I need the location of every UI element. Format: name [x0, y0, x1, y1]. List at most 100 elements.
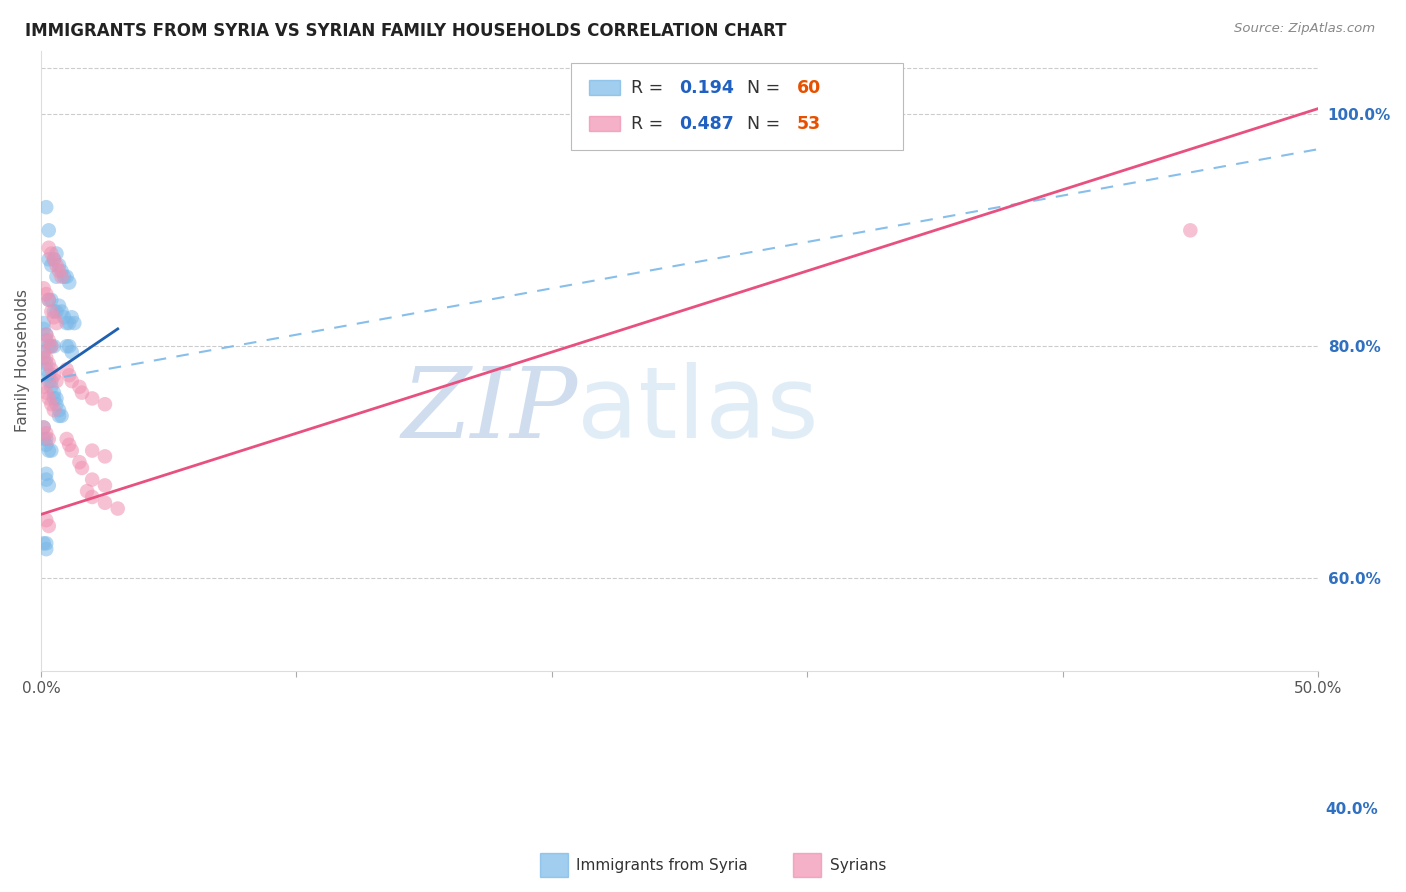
Point [35, 536, 58, 550]
Point [76, 484, 98, 499]
Point [35, 513, 58, 527]
Point [42, 339, 65, 353]
Point [32, 345, 55, 359]
Point [82, 490, 104, 504]
Text: IMMIGRANTS FROM SYRIA VS SYRIAN FAMILY HOUSEHOLDS CORRELATION CHART: IMMIGRANTS FROM SYRIA VS SYRIAN FAMILY H… [25, 22, 787, 40]
Text: Immigrants from Syria: Immigrants from Syria [576, 858, 748, 872]
Point [60, 310, 83, 325]
Point [35, 542, 58, 557]
Point [94, 478, 117, 492]
Point [35, 200, 58, 214]
Point [35, 426, 58, 441]
Point [53, 310, 76, 325]
Point [58, 368, 80, 383]
Point [38, 293, 60, 307]
Point [82, 443, 104, 458]
Point [55, 432, 77, 446]
Point [58, 438, 80, 452]
Point [70, 461, 93, 475]
Point [42, 252, 65, 267]
Point [70, 385, 93, 400]
Point [45, 374, 67, 388]
Point [32, 432, 55, 446]
Text: R =: R = [631, 115, 669, 133]
Point [35, 473, 58, 487]
Point [38, 357, 60, 371]
Point [42, 403, 65, 417]
Text: Source: ZipAtlas.com: Source: ZipAtlas.com [1234, 22, 1375, 36]
Point [38, 241, 60, 255]
Point [35, 432, 58, 446]
Point [32, 316, 55, 330]
Text: atlas: atlas [578, 362, 820, 458]
Point [41, 443, 63, 458]
Point [35, 385, 58, 400]
Point [35, 327, 58, 342]
Point [41, 258, 63, 272]
Point [48, 264, 70, 278]
Point [35, 467, 58, 481]
Point [45, 269, 67, 284]
Point [41, 246, 63, 260]
Point [51, 269, 73, 284]
Point [51, 409, 73, 423]
Point [41, 380, 63, 394]
Point [53, 269, 76, 284]
Text: 53: 53 [797, 115, 821, 133]
Point [38, 478, 60, 492]
Text: Syrians: Syrians [830, 858, 886, 872]
Point [38, 252, 60, 267]
Point [32, 351, 55, 365]
Point [32, 536, 55, 550]
Point [60, 345, 83, 359]
Point [55, 269, 77, 284]
Point [42, 385, 65, 400]
Point [38, 334, 60, 348]
Y-axis label: Family Households: Family Households [15, 289, 30, 433]
Point [846, 113, 869, 128]
Point [35, 327, 58, 342]
Point [94, 450, 117, 464]
Point [41, 339, 63, 353]
Point [41, 293, 63, 307]
Point [42, 252, 65, 267]
Point [55, 316, 77, 330]
Point [48, 258, 70, 272]
Point [38, 293, 60, 307]
Point [48, 403, 70, 417]
Point [32, 420, 55, 434]
Point [82, 392, 104, 406]
Text: ZIP: ZIP [401, 363, 578, 458]
Point [45, 316, 67, 330]
Point [42, 368, 65, 383]
Text: R =: R = [631, 78, 669, 97]
Point [48, 299, 70, 313]
Point [58, 316, 80, 330]
Point [35, 351, 58, 365]
Point [35, 357, 58, 371]
Point [82, 473, 104, 487]
FancyBboxPatch shape [571, 63, 903, 150]
Point [67, 380, 90, 394]
Point [41, 374, 63, 388]
Point [32, 345, 55, 359]
Text: N =: N = [735, 115, 786, 133]
FancyBboxPatch shape [589, 80, 620, 95]
Point [32, 281, 55, 295]
Point [35, 362, 58, 376]
Point [60, 443, 83, 458]
Point [38, 374, 60, 388]
Point [51, 264, 73, 278]
Point [58, 339, 80, 353]
Point [42, 304, 65, 318]
Point [45, 304, 67, 318]
Point [63, 316, 86, 330]
Point [48, 409, 70, 423]
Point [35, 334, 58, 348]
Point [107, 501, 129, 516]
Point [35, 287, 58, 301]
Text: 40.0%: 40.0% [1324, 803, 1378, 817]
Point [38, 339, 60, 353]
Point [32, 322, 55, 336]
Point [41, 397, 63, 411]
